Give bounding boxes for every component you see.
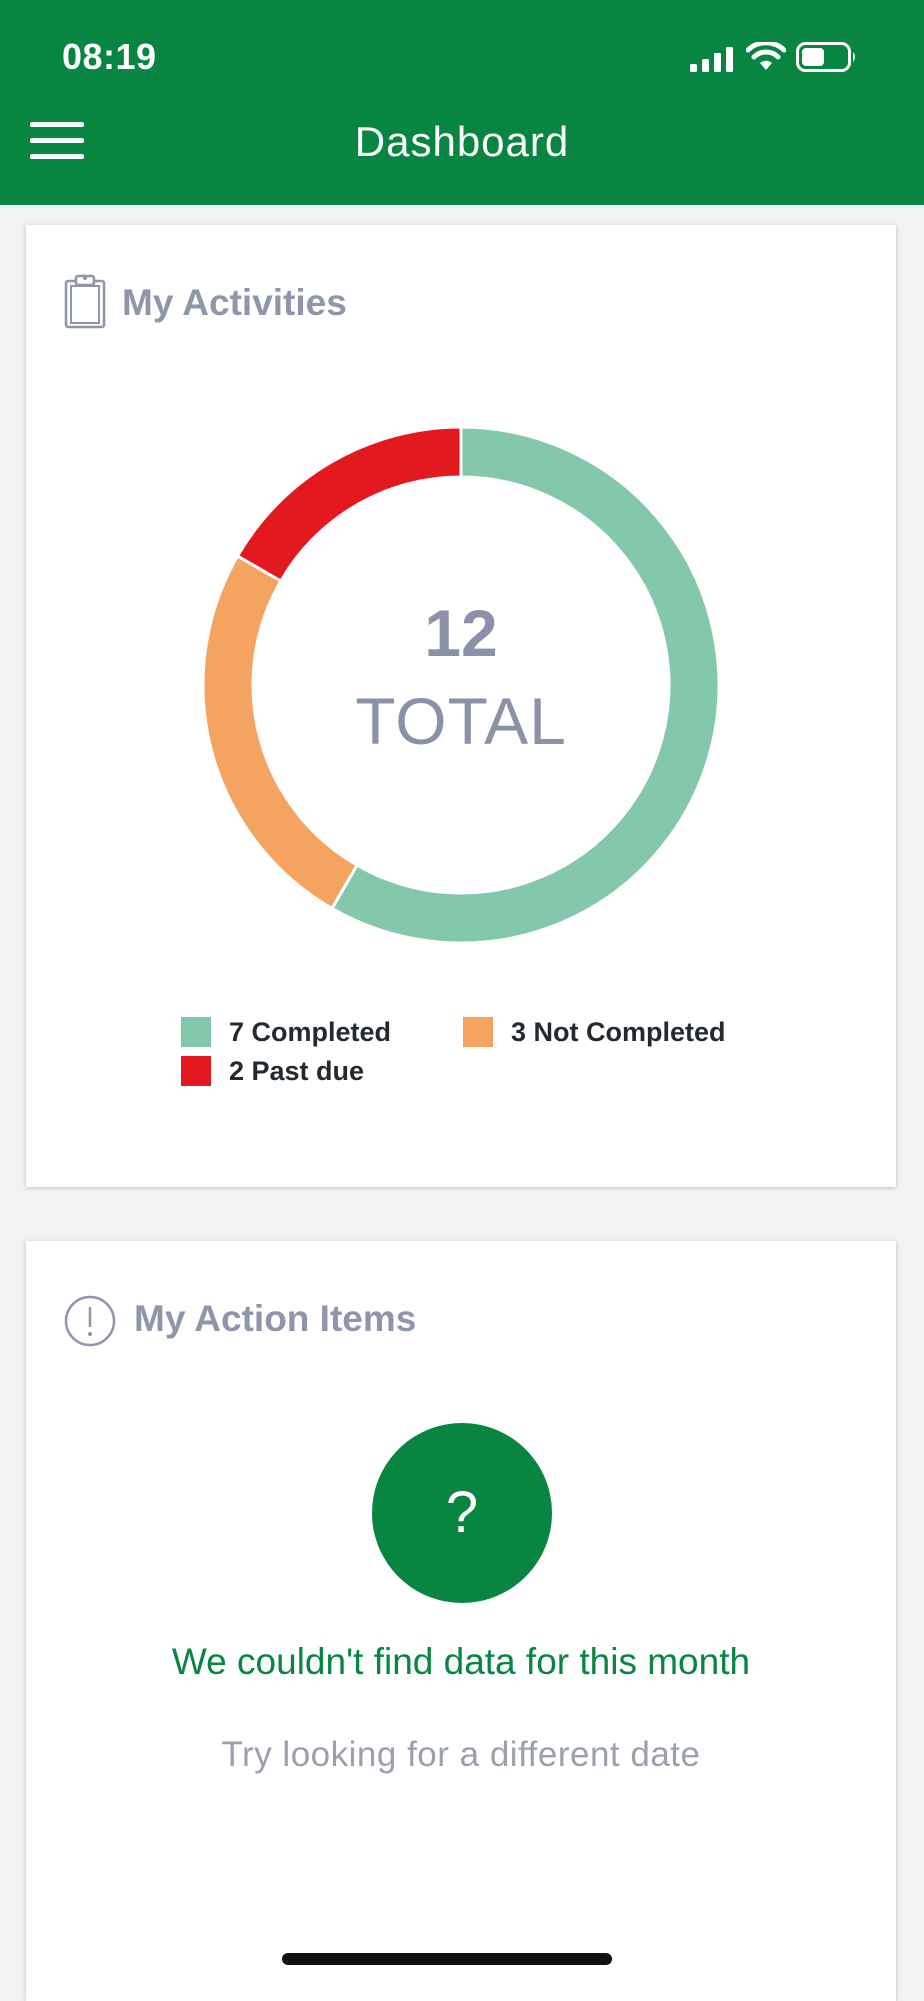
legend-swatch-past-due (181, 1056, 211, 1086)
status-time: 08:19 (62, 36, 157, 77)
action-items-title: My Action Items (134, 1298, 417, 1339)
legend-swatch-not-completed (463, 1017, 493, 1047)
total-label: TOTAL (355, 684, 567, 758)
legend-label: 7 Completed (229, 1017, 392, 1047)
chart-legend: 7 Completed 3 Not Completed 2 Past due (181, 1015, 821, 1105)
status-icons (690, 40, 860, 76)
question-mark-icon: ? (372, 1423, 552, 1603)
exclamation-circle-icon (64, 1295, 116, 1347)
donut-slice-past-due (235, 425, 463, 584)
hamburger-menu-icon[interactable] (28, 118, 86, 164)
clipboard-icon (64, 274, 106, 329)
wifi-icon (746, 42, 786, 70)
activities-title: My Activities (122, 282, 347, 323)
page-title: Dashboard (354, 118, 570, 165)
action-items-card[interactable]: My Action Items ? We couldn't find data … (26, 1241, 896, 2001)
empty-state-title: We couldn't find data for this month (171, 1641, 751, 1682)
legend-label: 3 Not Completed (511, 1017, 726, 1047)
cellular-signal-icon (690, 47, 733, 72)
legend-label: 2 Past due (229, 1056, 365, 1086)
home-indicator[interactable] (282, 1953, 612, 1965)
app-header: 08:19 Dashboard (0, 0, 924, 205)
activities-donut-chart: 12 TOTAL (201, 425, 721, 945)
donut-center: 12 TOTAL (201, 425, 721, 945)
legend-swatch-completed (181, 1017, 211, 1047)
donut-chart-svg (201, 425, 721, 945)
battery-icon (796, 42, 855, 72)
donut-slice-completed (329, 425, 721, 945)
activities-card[interactable]: My Activities 12 TOTAL 7 Completed 3 Not… (26, 225, 896, 1187)
empty-state-subtitle: Try looking for a different date (221, 1735, 701, 1774)
total-count: 12 (424, 596, 498, 670)
